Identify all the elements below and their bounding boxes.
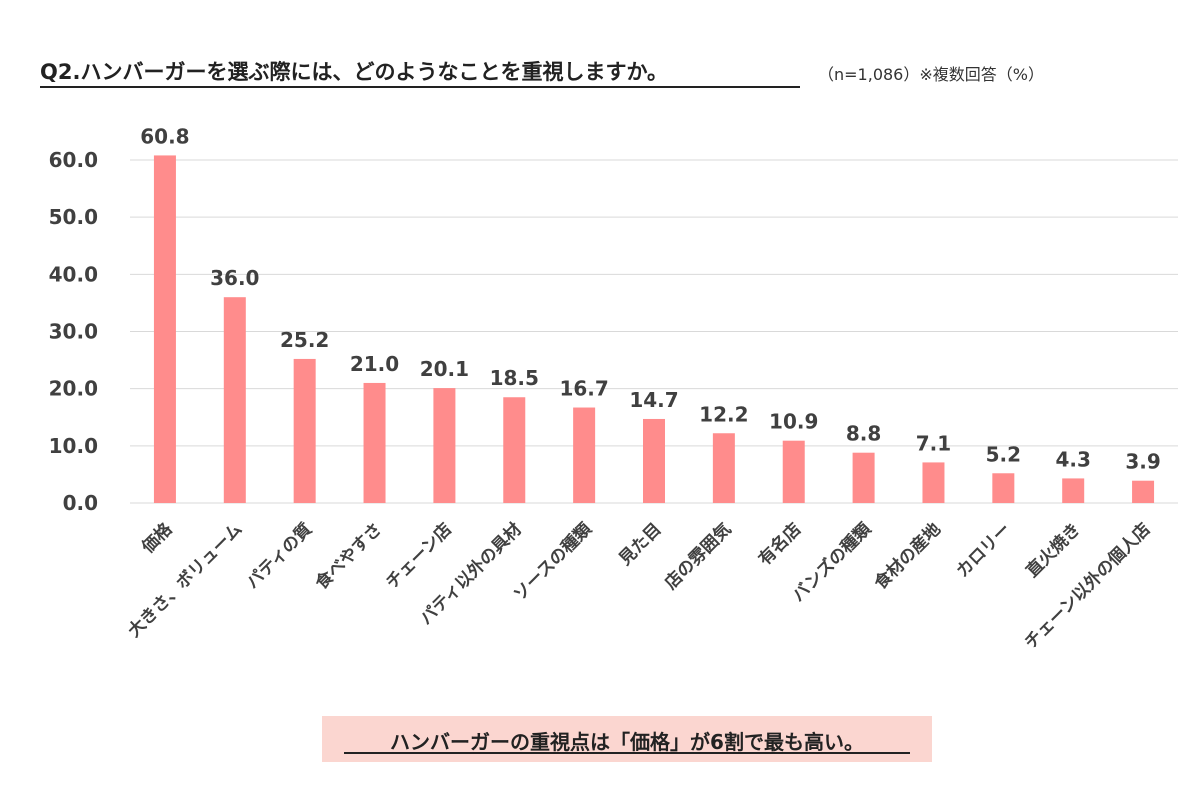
bar: [922, 462, 945, 503]
bar: [293, 358, 316, 503]
value-label: 10.9: [769, 410, 818, 434]
bar: [992, 473, 1015, 503]
bar: [503, 397, 526, 503]
category-labels: 価格大きさ、ボリュームパティの質食べやすさチェーン店パティ以外の具材ソースの種類…: [124, 518, 1155, 653]
category-label: 見た目: [615, 519, 666, 570]
value-label: 60.8: [140, 124, 189, 148]
category-label: 直火焼き: [1022, 519, 1085, 582]
y-tick-label: 20.0: [49, 377, 98, 401]
bars: [153, 155, 1155, 503]
bar: [782, 440, 805, 503]
sample-note: （n=1,086）※複数回答（%）: [818, 65, 1044, 84]
value-label: 7.1: [916, 431, 951, 455]
value-labels: 60.8 36.0 25.2 21.0 20.1 18.5 16.7 14.7 12.2 10.9…: [140, 124, 1161, 473]
value-label: 25.2: [280, 328, 329, 352]
chart-header: Q2.ハンバーガーを選ぶ際には、どのようなことを重視しますか。 （n=1,086…: [40, 56, 1180, 96]
bar: [223, 297, 246, 503]
value-label: 14.7: [629, 388, 678, 412]
y-tick-label: 40.0: [49, 262, 98, 286]
question-underline: [40, 86, 800, 88]
category-label: 食材の産地: [870, 519, 945, 594]
category-label: パティの質: [242, 519, 316, 593]
bar: [363, 382, 386, 503]
category-label: チェーン以外の個人店: [1020, 519, 1154, 653]
bar: [153, 155, 176, 503]
bar: [1132, 480, 1155, 503]
category-label: カロリー: [953, 519, 1015, 581]
value-label: 3.9: [1125, 450, 1160, 474]
bar: [1062, 478, 1085, 503]
value-label: 18.5: [490, 366, 539, 390]
value-label: 20.1: [420, 357, 469, 381]
summary-callout-underline: [344, 752, 910, 754]
category-label: 食べやすさ: [311, 519, 386, 594]
value-label: 21.0: [350, 352, 399, 376]
value-label: 16.7: [559, 377, 608, 401]
category-label: 価格: [137, 518, 177, 558]
summary-callout: ハンバーガーの重視点は「価格」が6割で最も高い。: [322, 716, 932, 762]
category-label: 大きさ、ボリューム: [124, 519, 247, 642]
bar: [643, 418, 665, 503]
y-tick-label: 0.0: [63, 491, 98, 515]
bar: [852, 452, 875, 503]
category-label: チェーン店: [382, 519, 456, 593]
bar: [573, 407, 596, 503]
y-tick-label: 10.0: [49, 434, 98, 458]
category-label: 有名店: [754, 519, 805, 570]
question-title: Q2.ハンバーガーを選ぶ際には、どのようなことを重視しますか。: [40, 60, 669, 84]
value-label: 5.2: [986, 442, 1021, 466]
value-label: 4.3: [1055, 447, 1090, 471]
category-label: 店の雰囲気: [660, 519, 735, 594]
y-tick-label: 50.0: [49, 205, 98, 229]
bar: [712, 433, 735, 503]
value-label: 36.0: [210, 266, 259, 290]
summary-callout-text: ハンバーガーの重視点は「価格」が6割で最も高い。: [390, 730, 864, 754]
value-label: 8.8: [846, 422, 881, 446]
y-axis-ticks: 0.0 10.0 20.0 30.0 40.0 50.0 60.0: [49, 148, 98, 515]
y-tick-label: 30.0: [49, 320, 98, 344]
value-label: 12.2: [699, 402, 748, 426]
bar: [433, 388, 456, 503]
y-tick-label: 60.0: [49, 148, 98, 172]
